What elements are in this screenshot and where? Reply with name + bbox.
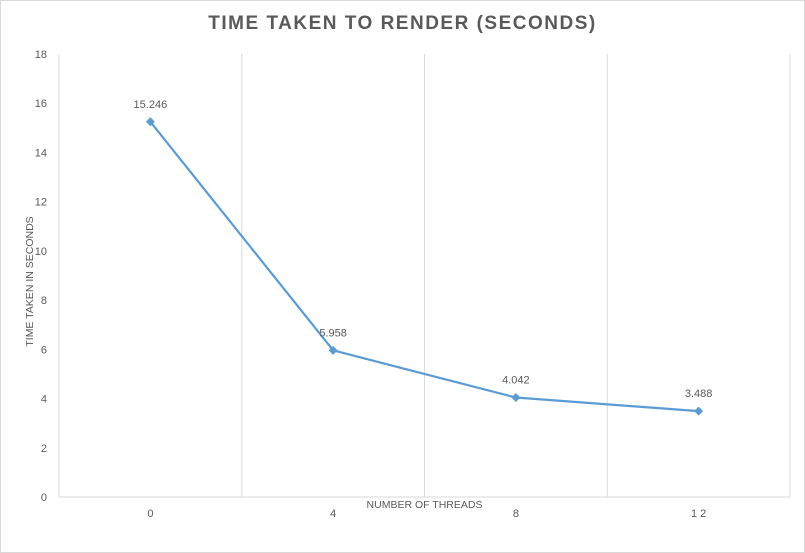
x-tick-label: 1 2 — [691, 508, 706, 520]
data-labels: 15.246 5.958 4.042 3.488 — [134, 99, 713, 400]
data-label: 15.246 — [134, 99, 168, 111]
x-tick-label: 8 — [513, 508, 519, 520]
data-label: 5.958 — [319, 327, 347, 339]
y-tick-label: 8 — [41, 295, 47, 307]
y-tick-label: 0 — [41, 492, 47, 504]
y-axis-label: TIME TAKEN IN SECONDS — [24, 216, 36, 346]
series-group — [145, 117, 704, 416]
series-line — [149, 121, 699, 413]
y-tick-label: 2 — [41, 443, 47, 455]
data-label: 3.488 — [685, 388, 713, 400]
y-tick-label: 6 — [41, 344, 47, 356]
x-axis-ticks: 0 4 8 1 2 — [147, 508, 706, 520]
y-tick-label: 10 — [35, 246, 47, 258]
x-axis-label: NUMBER OF THREADS — [367, 499, 483, 511]
chart-title: TIME TAKEN TO RENDER (SECONDS) — [208, 13, 597, 34]
data-point-marker — [511, 393, 521, 403]
data-point-marker — [694, 406, 704, 416]
data-label: 4.042 — [502, 375, 530, 387]
x-tick-label: 0 — [147, 508, 153, 520]
data-point-marker — [328, 345, 338, 355]
y-tick-label: 16 — [35, 98, 47, 110]
y-axis-ticks: 0 2 4 6 8 10 12 14 16 18 — [35, 49, 47, 504]
gridlines — [58, 54, 791, 498]
y-tick-label: 4 — [41, 394, 47, 406]
y-tick-label: 18 — [35, 49, 47, 61]
data-point-marker — [145, 117, 155, 127]
y-tick-label: 12 — [35, 197, 47, 209]
y-tick-label: 14 — [35, 147, 47, 159]
x-tick-label: 4 — [330, 508, 336, 520]
